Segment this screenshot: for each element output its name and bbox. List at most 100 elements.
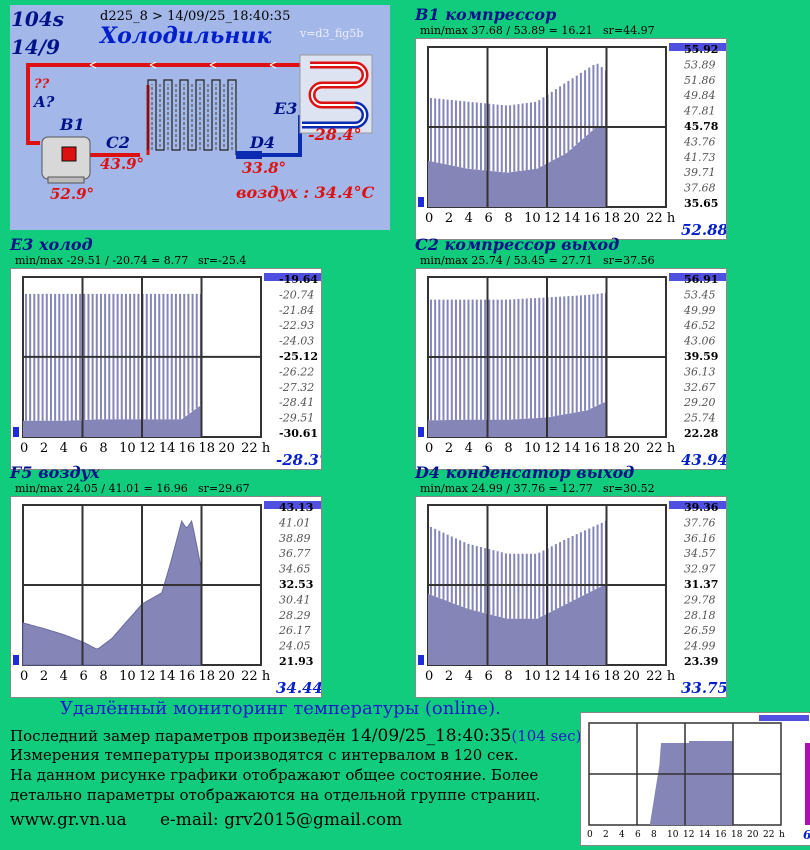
- chart-card-f5: F5 воздух min/max 24.05 / 41.01 = 16.96 sr…: [10, 463, 390, 698]
- x-tick-label: 0: [425, 669, 433, 684]
- chart-card-d4: D4 конденсатор выход min/max 24.99 / 37.7…: [415, 463, 810, 698]
- x-tick-label: 16: [584, 211, 601, 226]
- x-tick-label: 20: [218, 669, 235, 684]
- card-minmax: min/max 24.05 / 41.01 = 16.96: [15, 482, 188, 495]
- x-tick-label: 18: [604, 669, 621, 684]
- plot-area: 0 2 4 6 8 10 12 14 16 18 20 22 h 56.91 53.45 49.99 46.5…: [415, 268, 744, 470]
- y-scale-label: 32.53: [279, 578, 313, 591]
- x-tick-label: 10: [119, 669, 136, 684]
- temp-c2: 43.9°: [100, 155, 145, 173]
- grid: [428, 47, 666, 207]
- current-value: 52.88: [681, 221, 726, 239]
- footer-age: (104 sec).: [511, 727, 587, 745]
- y-scale-label: -29.51: [279, 412, 314, 425]
- mini-range-bar: [759, 715, 809, 721]
- y-scale-label: 28.29: [278, 609, 311, 622]
- x-tick-label: 22 h: [646, 441, 676, 456]
- label-d4: D4: [250, 133, 276, 152]
- range-bar: [669, 273, 739, 281]
- mini-x-tick-label: 6: [635, 830, 641, 840]
- grid: [428, 277, 666, 437]
- x-tick-label: 6: [485, 441, 493, 456]
- card-title: B1 компрессор: [415, 5, 557, 24]
- x-tick-label: 18: [199, 441, 216, 456]
- footer-line1: Последний замер параметров произведён 14…: [10, 726, 586, 746]
- temp-e3: -28.4°: [308, 125, 362, 144]
- x-tick-label: 14: [564, 211, 581, 226]
- x-tick-label: 14: [564, 669, 581, 684]
- x-tick-label: 12: [544, 441, 561, 456]
- x-tick-label: 16: [584, 441, 601, 456]
- footer-email-link[interactable]: e-mail: grv2015@gmail.com: [160, 810, 403, 830]
- x-tick-label: 10: [524, 441, 541, 456]
- footer-site-link[interactable]: www.gr.vn.ua: [10, 810, 127, 830]
- x-tick-label: 4: [60, 669, 68, 684]
- footer-heading: Удалённый мониторинг температуры (online…: [60, 698, 501, 719]
- mini-x-tick-label: 8: [651, 830, 657, 840]
- y-scale-label: 36.13: [684, 365, 716, 378]
- x-tick-label: 20: [623, 441, 640, 456]
- y-scale-label: 23.39: [684, 655, 718, 668]
- y-scale-label: 28.18: [683, 609, 716, 622]
- plot-svg: 0 2 4 6 8 10 12 14 16 18 20 22 h -19.64 -20.74 -21.84 -…: [13, 273, 339, 469]
- air-temp: воздух : 34.4°C: [236, 183, 375, 202]
- y-scale-label: 21.93: [279, 655, 313, 668]
- plot-area: 0 2 4 6 8 10 12 14 16 18 20 22 h 39.36 37.76 36.16 34.5…: [415, 496, 744, 698]
- card-sr: sr=29.67: [198, 482, 250, 495]
- temp-d4: 33.8°: [242, 159, 287, 177]
- left-indicator: [13, 427, 19, 437]
- x-tick-label: 20: [623, 669, 640, 684]
- mini-chart-svg: 0246810121416182022h6: [587, 715, 810, 842]
- footer-timestamp: 14/09/25_18:40:35: [350, 726, 512, 746]
- y-scale-label: 24.99: [683, 640, 716, 653]
- range-bar: [669, 43, 739, 51]
- label-a: A?: [34, 93, 55, 111]
- y-scale-label: 22.28: [684, 427, 719, 440]
- y-scale-label: 34.65: [279, 563, 311, 576]
- plot-svg: 0 2 4 6 8 10 12 14 16 18 20 22 h 56.91 53.45 49.99 46.5…: [418, 273, 744, 469]
- series-base: [428, 401, 607, 437]
- card-sr: sr=37.56: [603, 254, 655, 267]
- current-value: -28.37: [276, 451, 321, 469]
- temp-b1: 52.9°: [50, 185, 95, 203]
- device-timestamp: d225_8 > 14/09/25_18:40:35: [100, 9, 291, 24]
- mini-chart: 0246810121416182022h6: [580, 712, 810, 846]
- y-scale-label: 37.76: [684, 516, 716, 529]
- y-scale-label: 32.67: [684, 381, 716, 394]
- card-title: D4 конденсатор выход: [415, 463, 635, 482]
- y-scale-label: 49.84: [683, 89, 716, 102]
- x-tick-label: 8: [504, 211, 512, 226]
- y-scale-label: 35.65: [684, 197, 718, 210]
- y-scale-label: 39.59: [684, 350, 718, 363]
- mini-x-tick-label: 4: [619, 830, 625, 840]
- y-scale-label: 47.81: [683, 105, 716, 118]
- x-tick-label: 20: [218, 441, 235, 456]
- date: 14/9: [11, 35, 61, 59]
- mini-series-area: [649, 741, 733, 825]
- y-scale-label: 55.92: [684, 43, 718, 56]
- x-tick-label: 20: [623, 211, 640, 226]
- x-tick-label: 12: [139, 669, 156, 684]
- counter: 104s: [11, 7, 65, 31]
- y-scale-label: 26.59: [683, 624, 716, 637]
- card-title: F5 воздух: [10, 463, 100, 482]
- plot-area: 0 2 4 6 8 10 12 14 16 18 20 22 h -19.64 -20.74 -21.84 -…: [10, 268, 339, 470]
- current-value: 33.75: [681, 679, 726, 697]
- x-tick-label: 0: [20, 441, 28, 456]
- y-scale-label: -30.61: [279, 427, 318, 440]
- y-scale-label: 32.97: [684, 563, 716, 576]
- x-tick-label: 14: [564, 441, 581, 456]
- x-tick-label: 2: [40, 669, 48, 684]
- x-tick-label: 22 h: [646, 669, 676, 684]
- chart-card-c2: C2 компрессор выход min/max 25.74 / 53.45…: [415, 235, 810, 470]
- grid: [23, 277, 261, 437]
- y-scale-label: 43.13: [279, 501, 313, 514]
- series-base: [23, 404, 202, 437]
- y-scale-label: 56.91: [684, 273, 718, 286]
- chart-card-b1: B1 компрессор min/max 37.68 / 53.89 = 16.…: [415, 5, 810, 240]
- card-title: E3 холод: [10, 235, 93, 254]
- x-tick-label: 8: [504, 441, 512, 456]
- card-sr: sr=30.52: [603, 482, 655, 495]
- x-tick-label: 2: [445, 669, 453, 684]
- x-tick-label: 18: [604, 441, 621, 456]
